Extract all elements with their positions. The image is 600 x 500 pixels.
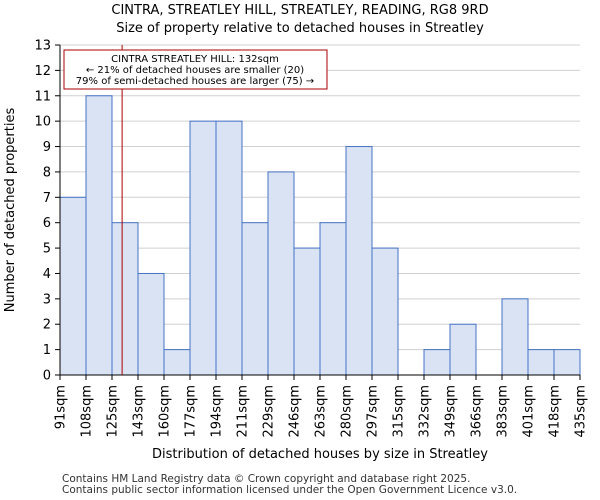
x-tick-label: 91sqm [54, 385, 69, 429]
bar-108sqm [85, 95, 113, 376]
y-tick-label: 0 [43, 369, 51, 384]
footer-line-2: Contains public sector information licen… [62, 484, 518, 496]
y-tick-label: 13 [34, 39, 51, 54]
x-tick-label: 332sqm [418, 385, 433, 438]
y-tick-label: 2 [43, 318, 51, 333]
bar-177sqm [189, 120, 217, 376]
x-tick-label: 177sqm [184, 385, 199, 438]
bar-297sqm [371, 247, 399, 376]
x-tick-label: 194sqm [210, 385, 225, 438]
chart-subtitle: Size of property relative to detached ho… [116, 21, 484, 36]
bar-91sqm [59, 196, 87, 376]
bar-280sqm [345, 146, 373, 376]
x-tick-label: 418sqm [548, 385, 563, 438]
y-tick-label: 11 [34, 89, 51, 104]
x-tick-label: 315sqm [392, 385, 407, 438]
annotation-line-1: CINTRA STREATLEY HILL: 132sqm [111, 54, 279, 65]
annotation-line-2: ← 21% of detached houses are smaller (20… [86, 65, 304, 76]
x-axis: 91sqm 108sqm 125sqm 143sqm 160sqm 177sqm 194sq… [54, 374, 589, 438]
bar-246sqm [293, 247, 321, 376]
bar-143sqm [137, 272, 165, 376]
bar-229sqm [267, 171, 295, 376]
bar-418sqm [553, 349, 581, 376]
x-tick-label: 229sqm [262, 385, 277, 438]
y-tick-label: 3 [43, 292, 51, 307]
bar-194sqm [215, 120, 243, 376]
bar-160sqm [163, 349, 191, 376]
x-tick-label: 108sqm [80, 385, 95, 438]
x-tick-label: 125sqm [106, 385, 121, 438]
x-tick-label: 280sqm [340, 385, 355, 438]
x-tick-label: 211sqm [236, 385, 251, 438]
y-tick-label: 7 [43, 191, 51, 206]
y-tick-label: 5 [43, 242, 51, 257]
x-tick-label: 383sqm [496, 385, 511, 438]
y-tick-label: 12 [34, 64, 51, 79]
footer-line-1: Contains HM Land Registry data © Crown c… [62, 473, 471, 485]
bar-401sqm [527, 349, 555, 376]
y-tick-label: 6 [43, 216, 51, 231]
y-axis-label: Number of detached properties [3, 108, 18, 313]
x-tick-label: 297sqm [366, 385, 381, 438]
annotation-box: CINTRA STREATLEY HILL: 132sqm ← 21% of d… [63, 49, 328, 90]
bar-211sqm [241, 222, 269, 376]
x-axis-label: Distribution of detached houses by size … [152, 447, 488, 462]
bar-263sqm [319, 222, 347, 376]
x-tick-label: 160sqm [158, 385, 173, 438]
x-tick-label: 401sqm [522, 385, 537, 438]
x-tick-label: 366sqm [470, 385, 485, 438]
bar-125sqm [111, 222, 139, 376]
x-tick-label: 143sqm [132, 385, 147, 438]
bars [59, 95, 581, 376]
chart-title: CINTRA, STREATLEY HILL, STREATLEY, READI… [111, 3, 489, 18]
x-tick-label: 349sqm [444, 385, 459, 438]
y-tick-label: 9 [43, 140, 51, 155]
y-tick-label: 10 [34, 115, 51, 130]
y-tick-label: 4 [43, 267, 51, 282]
y-tick-label: 8 [43, 165, 51, 180]
x-tick-label: 246sqm [288, 385, 303, 438]
bar-349sqm [449, 323, 477, 376]
bar-383sqm [501, 298, 529, 376]
x-tick-label: 263sqm [314, 385, 329, 438]
annotation-line-3: 79% of semi-detached houses are larger (… [76, 76, 314, 87]
y-tick-label: 1 [43, 343, 51, 358]
x-tick-label: 435sqm [574, 385, 589, 438]
bar-332sqm [423, 349, 451, 376]
